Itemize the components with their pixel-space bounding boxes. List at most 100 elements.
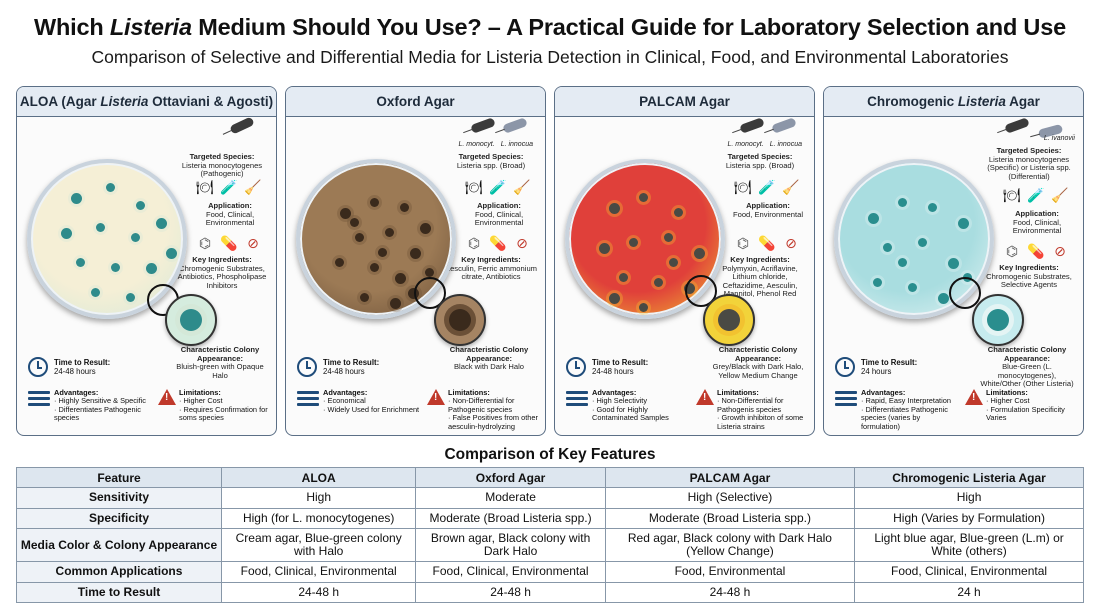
application-icons: 🍽 🧪 🧹 (1003, 186, 1069, 204)
table-cell: Food, Clinical, Environmental (854, 561, 1084, 583)
colony-appearance: Characteristic Colony Appearance: Black w… (449, 345, 529, 372)
table-cell: Moderate (Broad Listeria spp.) (604, 507, 856, 529)
colony (639, 193, 648, 202)
advantages: Advantages: · Rapid, Easy Interpretation ·… (861, 388, 959, 431)
ingredient-icons: ⌬ 💊 ⊘ (196, 234, 262, 252)
colony (868, 213, 879, 224)
colony (918, 238, 927, 247)
media-panel: Chromogenic Listeria Agar L. ivanovii Targ… (823, 86, 1084, 436)
colony (335, 258, 344, 267)
colony (385, 228, 394, 237)
test-tube-icon: 🧪 (220, 179, 238, 195)
key-ingredients: Key Ingredients: Chromogenic Substrates, … (177, 255, 267, 290)
food-icon: 🍽 (196, 179, 214, 195)
time-to-result: Time to Result: 24-48 hours (54, 358, 111, 376)
food-icon: 🍽 (734, 179, 752, 195)
table-row: Common Applications Food, Clinical, Envir… (16, 561, 1084, 583)
time-to-result: Time to Result: 24-48 hours (592, 358, 649, 376)
key-ingredients: Key Ingredients: Chromogenic Substrates, … (986, 263, 1072, 290)
colony (166, 248, 177, 259)
colony (669, 258, 678, 267)
species-icon-label: L. ivanovii (1043, 135, 1075, 142)
targeted-species: Targeted Species: Listeria spp. (Broad) (456, 152, 526, 170)
colony-appearance: Characteristic Colony Appearance: Grey/Bl… (712, 345, 804, 380)
colony (873, 278, 882, 287)
limitation-item: · Requires Confirmation for soms species (179, 404, 268, 423)
warning-icon (427, 389, 445, 405)
row-label: Specificity (16, 507, 222, 529)
advantage-item: · Good for Highly Contaminated Samples (592, 404, 669, 423)
list-icon (566, 391, 588, 407)
colony (639, 303, 648, 312)
media-panel: ALOA (Agar Listeria Ottaviani & Agosti) T… (16, 86, 277, 436)
colony (146, 263, 157, 274)
targeted-species: Targeted Species: Listeria spp. (Broad) (725, 152, 795, 170)
colony (156, 218, 167, 229)
food-icon: 🍽 (1003, 187, 1021, 203)
advantage-item: · Differentiates Pathogenic species (var… (861, 404, 948, 431)
table-row: Sensitivity High Moderate High (Selective) H… (16, 487, 1084, 509)
ingredient-icons: ⌬ 💊 ⊘ (734, 234, 800, 252)
colony (410, 248, 421, 259)
zoom-colony (180, 309, 202, 331)
colony (350, 218, 359, 227)
molecule-icon: ⌬ (198, 235, 212, 251)
magnify-ring (949, 277, 981, 309)
molecule-icon: ⌬ (736, 235, 750, 251)
title-part-1: Which (34, 14, 110, 40)
zoom-colony (449, 309, 471, 331)
limitation-item: · Higher Cost (986, 396, 1030, 406)
table-header-cell: PALCAM Agar (604, 467, 856, 488)
colony (378, 248, 387, 257)
panel-title: Oxford Agar (286, 87, 545, 117)
colony-appearance: Characteristic Colony Appearance: Blue-Gr… (980, 345, 1074, 389)
title-part-2: Medium Should You Use? – A Practical Gui… (191, 14, 1066, 40)
table-header-cell: ALOA (220, 467, 417, 488)
limitations: Limitations: · Higher Cost · Formulation S… (986, 388, 1081, 423)
table-cell: High (220, 487, 417, 509)
application: Application: Food, Clinical, Environmenta… (205, 201, 255, 228)
colony (111, 263, 120, 272)
list-icon (835, 391, 857, 407)
row-label: Time to Result (16, 581, 222, 603)
colony (408, 288, 419, 299)
colony (76, 258, 85, 267)
table-row: Media Color & Colony Appearance Cream aga… (16, 528, 1084, 562)
list-icon (28, 391, 50, 407)
application-icons: 🍽 🧪 🧹 (465, 178, 531, 196)
prohibit-icon: ⊘ (247, 235, 259, 251)
page-title: Which Listeria Medium Should You Use? – … (0, 14, 1100, 41)
table-cell: Brown agar, Black colony with Dark Halo (415, 528, 606, 562)
panel-title: PALCAM Agar (555, 87, 814, 117)
colony-zoom (703, 294, 755, 346)
limitation-item: · Higher Cost (179, 396, 223, 406)
prohibit-icon: ⊘ (516, 235, 528, 251)
capsule-icon: 💊 (220, 235, 238, 251)
table-cell: Food, Environmental (604, 561, 856, 583)
panel-title: ALOA (Agar Listeria Ottaviani & Agosti) (17, 87, 276, 117)
table-row: Time to Result 24-48 h 24-48 h 24-48 h 24 h (16, 581, 1084, 603)
limitation-item: · Growth inhibiton of some Listeria stra… (717, 413, 804, 431)
bacteria-icon (1004, 117, 1064, 139)
media-panel: Oxford Agar L. monocyt. L. innocua Targeted… (285, 86, 546, 436)
colony (91, 288, 100, 297)
table-header-cell: Feature (16, 467, 222, 488)
colony (370, 198, 379, 207)
magnify-ring (685, 275, 717, 307)
table-header-cell: Oxford Agar (415, 467, 606, 488)
advantage-item: · Rapid, Easy Interpretation (861, 396, 951, 406)
comparison-table: Feature ALOA Oxford Agar PALCAM Agar Chromog… (16, 467, 1084, 603)
time-to-result: Time to Result: 24 hours (861, 358, 918, 376)
colony (71, 193, 82, 204)
table-cell: High (for L. monocytogenes) (220, 507, 417, 529)
list-icon (297, 391, 319, 407)
warning-icon (965, 389, 983, 405)
clock-icon (566, 357, 586, 377)
table-header-cell: Chromogenic Listeria Agar (854, 467, 1084, 488)
table-cell: 24 h (854, 581, 1084, 603)
species-icon-label: L. innocua (769, 141, 802, 148)
advantages: Advantages: · Highly Sensitive & Specific… (54, 388, 152, 423)
limitation-item: · Non-Differential for Pathogenic specie… (448, 396, 515, 414)
table-cell: 24-48 h (604, 581, 856, 603)
application: Application: Food, Clinical, Environmenta… (474, 201, 524, 228)
